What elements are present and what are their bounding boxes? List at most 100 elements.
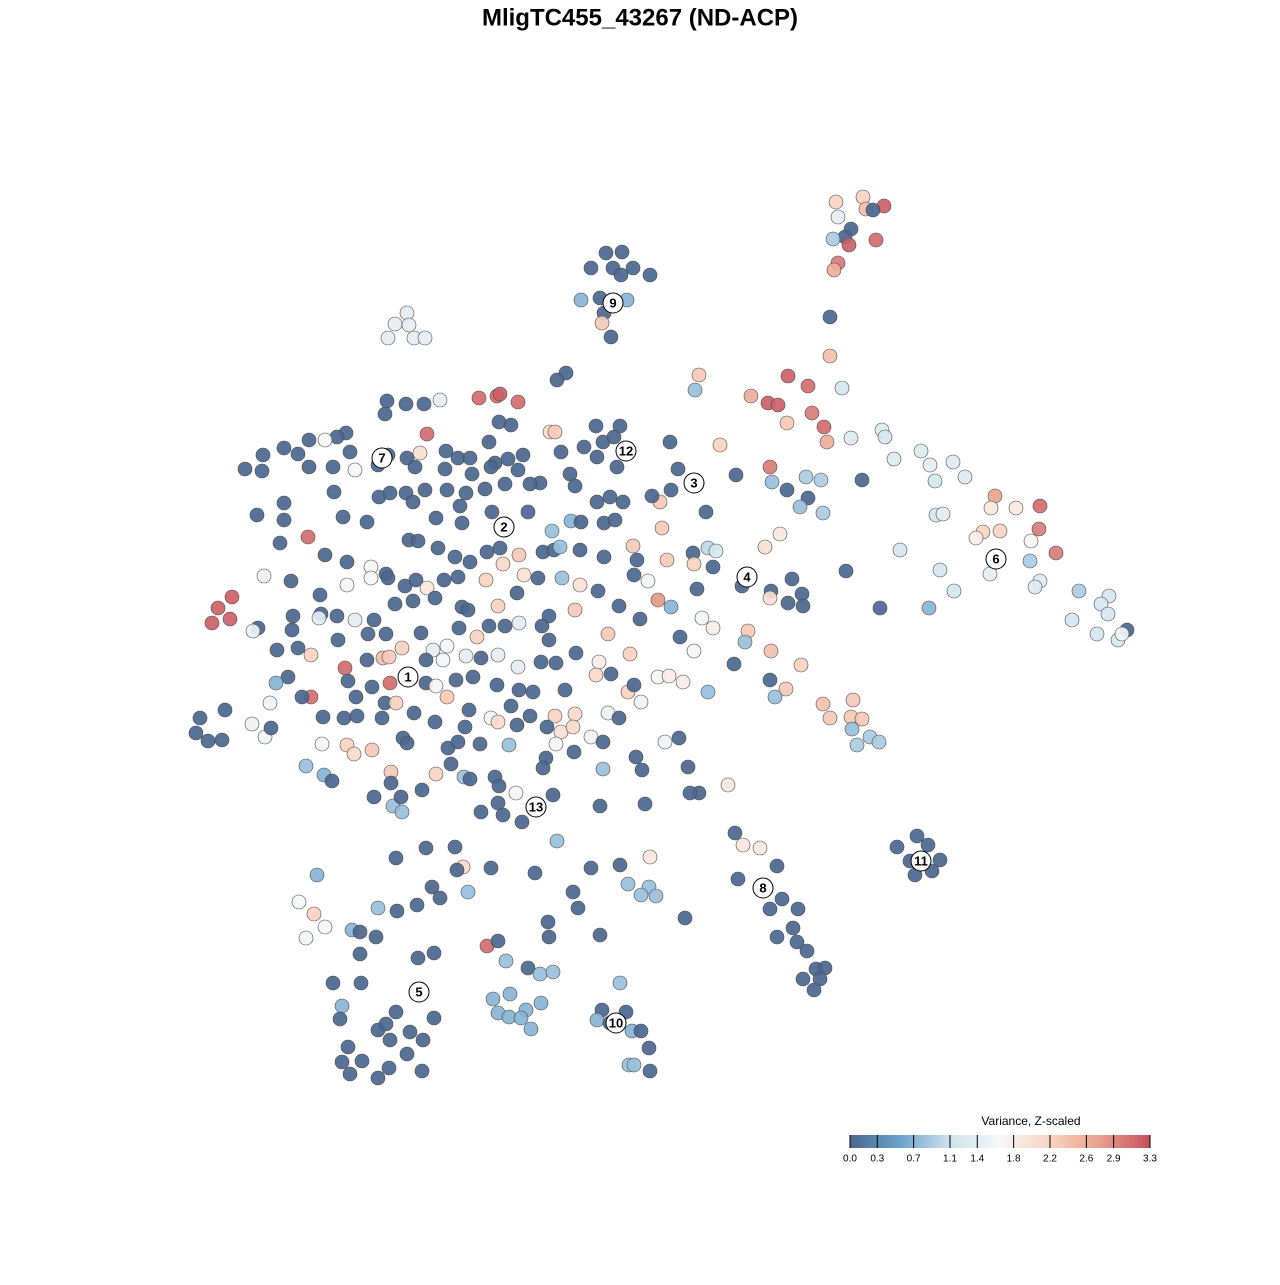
- point: [359, 514, 375, 530]
- point: [600, 626, 616, 642]
- point: [214, 732, 230, 748]
- point: [204, 615, 220, 631]
- point: [687, 382, 703, 398]
- point: [312, 587, 328, 603]
- point: [843, 430, 859, 446]
- point: [514, 814, 530, 830]
- cluster-label: 4: [743, 569, 751, 584]
- point: [640, 573, 656, 589]
- point: [460, 602, 476, 618]
- point: [654, 520, 670, 536]
- point: [483, 459, 499, 475]
- colorbar-tick-label: 2.6: [1079, 1154, 1093, 1165]
- point: [492, 386, 508, 402]
- point: [549, 372, 565, 388]
- point: [1048, 545, 1064, 561]
- point: [889, 839, 905, 855]
- point: [497, 618, 513, 634]
- point: [677, 910, 693, 926]
- cluster-label: 3: [690, 475, 697, 490]
- point: [329, 429, 345, 445]
- point: [629, 552, 645, 568]
- point: [849, 737, 865, 753]
- cluster-label: 6: [992, 551, 999, 566]
- point: [795, 971, 811, 987]
- point: [303, 647, 319, 663]
- point: [568, 645, 584, 661]
- point: [427, 714, 443, 730]
- point: [335, 509, 351, 525]
- cluster-badge: [408, 981, 430, 1003]
- point: [795, 598, 811, 614]
- point: [387, 316, 403, 332]
- point: [657, 734, 673, 750]
- point: [200, 733, 216, 749]
- cluster-badge: [683, 472, 705, 494]
- point: [262, 695, 278, 711]
- point: [1100, 606, 1116, 622]
- point: [764, 474, 780, 490]
- point: [540, 914, 556, 930]
- point: [489, 677, 505, 693]
- point: [615, 494, 631, 510]
- point: [408, 572, 424, 588]
- cluster-label: 1: [404, 669, 411, 684]
- point: [417, 482, 433, 498]
- point: [790, 901, 806, 917]
- point: [534, 618, 550, 634]
- point: [663, 482, 679, 498]
- point: [576, 439, 592, 455]
- point: [347, 612, 363, 628]
- point: [280, 669, 296, 685]
- point: [626, 1057, 642, 1073]
- point: [382, 675, 398, 691]
- point: [419, 426, 435, 442]
- point: [784, 571, 800, 587]
- point: [389, 903, 405, 919]
- point: [1023, 533, 1039, 549]
- point: [565, 884, 581, 900]
- cluster-badge: [615, 440, 637, 462]
- point: [417, 330, 433, 346]
- point: [407, 459, 423, 475]
- point: [511, 547, 527, 563]
- point: [430, 540, 446, 556]
- point: [545, 964, 561, 980]
- cluster-badge: [397, 666, 419, 688]
- point: [405, 494, 421, 510]
- point: [368, 929, 384, 945]
- point: [314, 736, 330, 752]
- point: [589, 449, 605, 465]
- point: [642, 1063, 658, 1079]
- point: [301, 432, 317, 448]
- point: [437, 461, 453, 477]
- point: [834, 380, 850, 396]
- point: [495, 556, 511, 572]
- point: [557, 682, 573, 698]
- point: [868, 232, 884, 248]
- point: [346, 746, 362, 762]
- point: [983, 500, 999, 516]
- point: [522, 476, 538, 492]
- point: [548, 655, 564, 671]
- point: [464, 466, 480, 482]
- point: [383, 775, 399, 791]
- point: [332, 1011, 348, 1027]
- point: [520, 504, 536, 520]
- colorbar-tick-label: 0.7: [907, 1154, 921, 1165]
- point: [276, 512, 292, 528]
- point: [778, 681, 794, 697]
- point: [762, 459, 778, 475]
- cluster-badge: [525, 796, 547, 818]
- point: [380, 570, 396, 586]
- point: [838, 563, 854, 579]
- points: [188, 189, 1135, 1086]
- point: [342, 444, 358, 460]
- point: [497, 476, 513, 492]
- point: [311, 610, 327, 626]
- point: [800, 378, 816, 394]
- point: [291, 894, 307, 910]
- point: [804, 405, 820, 421]
- point: [334, 1054, 350, 1070]
